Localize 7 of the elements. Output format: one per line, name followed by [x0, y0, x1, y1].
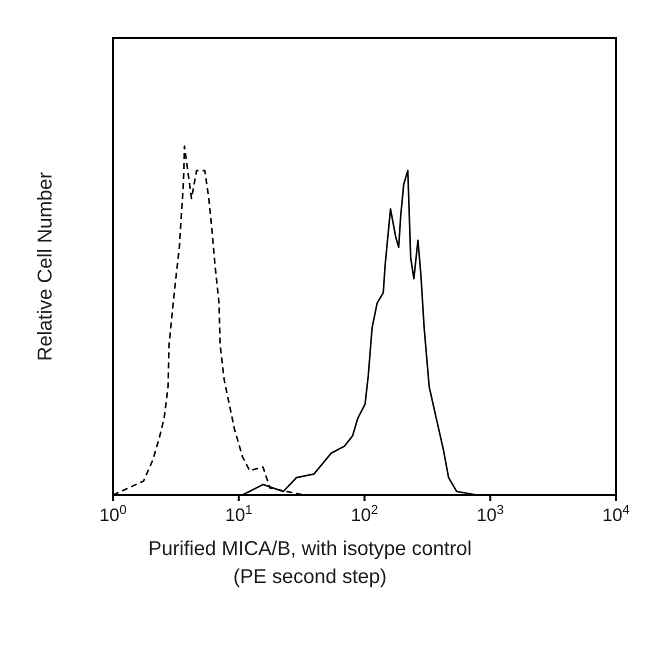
x-tick-label: 10$^{0}$	[99, 502, 127, 525]
x-tick-label: 10$^{4}$	[602, 502, 630, 525]
x-tick-label: 10$^{1}$	[225, 502, 252, 525]
x-tick-label: 10$^{3}$	[476, 502, 504, 525]
x-axis-title: Purified MICA/B, with isotype control (PE second step)	[147, 537, 473, 590]
y-axis-title: Relative Cell Number	[34, 172, 56, 361]
x-tick-label: 10$^{2}$	[350, 502, 378, 525]
